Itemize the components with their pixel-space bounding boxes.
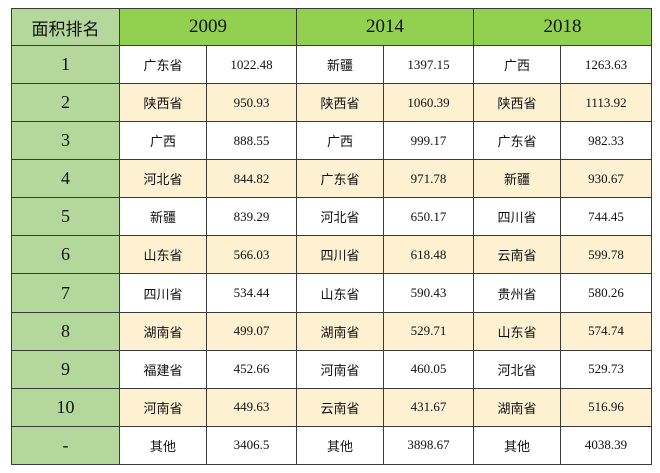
area-value-cell: 534.44 (206, 273, 297, 313)
area-value-cell: 580.26 (560, 273, 652, 313)
province-cell: 陕西省 (473, 83, 561, 123)
province-cell: 云南省 (473, 235, 561, 275)
province-cell: 陕西省 (119, 83, 207, 123)
area-value-cell: 1113.92 (560, 83, 652, 123)
area-value-cell: 930.67 (560, 159, 652, 199)
province-cell: 新疆 (473, 159, 561, 199)
province-cell: 其他 (296, 425, 384, 466)
area-value-cell: 3898.67 (383, 425, 474, 466)
province-cell: 四川省 (473, 197, 561, 237)
province-cell: 云南省 (296, 387, 384, 427)
province-cell: 山东省 (473, 311, 561, 351)
province-cell: 新疆 (296, 44, 384, 85)
table-row: 7 四川省 534.44 山东省 590.43 贵州省 580.26 (11, 273, 652, 313)
rank-cell: 3 (11, 121, 120, 161)
table-row: 1 广东省 1022.48 新疆 1397.15 广西 1263.63 (11, 44, 652, 85)
province-cell: 河北省 (119, 159, 207, 199)
area-value-cell: 599.78 (560, 235, 652, 275)
rank-cell: 9 (11, 349, 120, 389)
province-cell: 广东省 (473, 121, 561, 161)
area-value-cell: 971.78 (383, 159, 474, 199)
rank-cell: 4 (11, 159, 120, 199)
area-ranking-table: 面积排名 2009 2014 2018 1 广东省 1022.48 新疆 1397.15… (11, 8, 652, 466)
area-value-cell: 590.43 (383, 273, 474, 313)
province-cell: 广西 (119, 121, 207, 161)
province-cell: 四川省 (296, 235, 384, 275)
rank-cell: 7 (11, 273, 120, 313)
area-value-cell: 4038.39 (560, 425, 652, 466)
rank-cell: 5 (11, 197, 120, 237)
province-cell: 湖南省 (119, 311, 207, 351)
table-row: 4 河北省 844.82 广东省 971.78 新疆 930.67 (11, 159, 652, 199)
area-value-cell: 431.67 (383, 387, 474, 427)
area-value-cell: 950.93 (206, 83, 297, 123)
area-value-cell: 516.96 (560, 387, 652, 427)
province-cell: 河北省 (296, 197, 384, 237)
rank-cell: 6 (11, 235, 120, 275)
area-value-cell: 3406.5 (206, 425, 297, 466)
table-row: 5 新疆 839.29 河北省 650.17 四川省 744.45 (11, 197, 652, 237)
area-value-cell: 460.05 (383, 349, 474, 389)
province-cell: 广东省 (296, 159, 384, 199)
table-row: - 其他 3406.5 其他 3898.67 其他 4038.39 (11, 425, 652, 466)
area-value-cell: 574.74 (560, 311, 652, 351)
province-cell: 山东省 (119, 235, 207, 275)
province-cell: 福建省 (119, 349, 207, 389)
area-value-cell: 452.66 (206, 349, 297, 389)
area-value-cell: 888.55 (206, 121, 297, 161)
province-cell: 其他 (119, 425, 207, 466)
province-cell: 四川省 (119, 273, 207, 313)
area-value-cell: 999.17 (383, 121, 474, 161)
rank-cell: 8 (11, 311, 120, 351)
header-row: 面积排名 2009 2014 2018 (11, 8, 652, 46)
table-body: 1 广东省 1022.48 新疆 1397.15 广西 1263.63 2 陕西省 950.93 陕… (11, 44, 652, 466)
area-value-cell: 449.63 (206, 387, 297, 427)
area-value-cell: 1263.63 (560, 44, 652, 85)
table-row: 9 福建省 452.66 河南省 460.05 河北省 529.73 (11, 349, 652, 389)
rank-cell: 2 (11, 83, 120, 123)
area-value-cell: 529.71 (383, 311, 474, 351)
table-row: 3 广西 888.55 广西 999.17 广东省 982.33 (11, 121, 652, 161)
province-cell: 湖南省 (473, 387, 561, 427)
province-cell: 山东省 (296, 273, 384, 313)
province-cell: 新疆 (119, 197, 207, 237)
table-row: 6 山东省 566.03 四川省 618.48 云南省 599.78 (11, 235, 652, 275)
province-cell: 贵州省 (473, 273, 561, 313)
area-value-cell: 844.82 (206, 159, 297, 199)
area-value-cell: 744.45 (560, 197, 652, 237)
table-row: 2 陕西省 950.93 陕西省 1060.39 陕西省 1113.92 (11, 83, 652, 123)
province-cell: 陕西省 (296, 83, 384, 123)
area-value-cell: 1397.15 (383, 44, 474, 85)
province-cell: 河南省 (119, 387, 207, 427)
year-header-2014: 2014 (296, 8, 474, 46)
area-value-cell: 1060.39 (383, 83, 474, 123)
area-value-cell: 1022.48 (206, 44, 297, 85)
area-value-cell: 618.48 (383, 235, 474, 275)
rank-cell: 10 (11, 387, 120, 427)
year-header-2018: 2018 (473, 8, 652, 46)
area-value-cell: 839.29 (206, 197, 297, 237)
province-cell: 广西 (296, 121, 384, 161)
province-cell: 广西 (473, 44, 561, 85)
year-header-2009: 2009 (119, 8, 297, 46)
area-value-cell: 529.73 (560, 349, 652, 389)
area-value-cell: 982.33 (560, 121, 652, 161)
area-value-cell: 499.07 (206, 311, 297, 351)
province-cell: 广东省 (119, 44, 207, 85)
rank-header: 面积排名 (11, 8, 120, 46)
rank-cell: - (11, 425, 120, 466)
table-row: 10 河南省 449.63 云南省 431.67 湖南省 516.96 (11, 387, 652, 427)
province-cell: 河南省 (296, 349, 384, 389)
table-row: 8 湖南省 499.07 湖南省 529.71 山东省 574.74 (11, 311, 652, 351)
rank-cell: 1 (11, 44, 120, 85)
province-cell: 其他 (473, 425, 561, 466)
province-cell: 湖南省 (296, 311, 384, 351)
area-value-cell: 566.03 (206, 235, 297, 275)
area-value-cell: 650.17 (383, 197, 474, 237)
province-cell: 河北省 (473, 349, 561, 389)
